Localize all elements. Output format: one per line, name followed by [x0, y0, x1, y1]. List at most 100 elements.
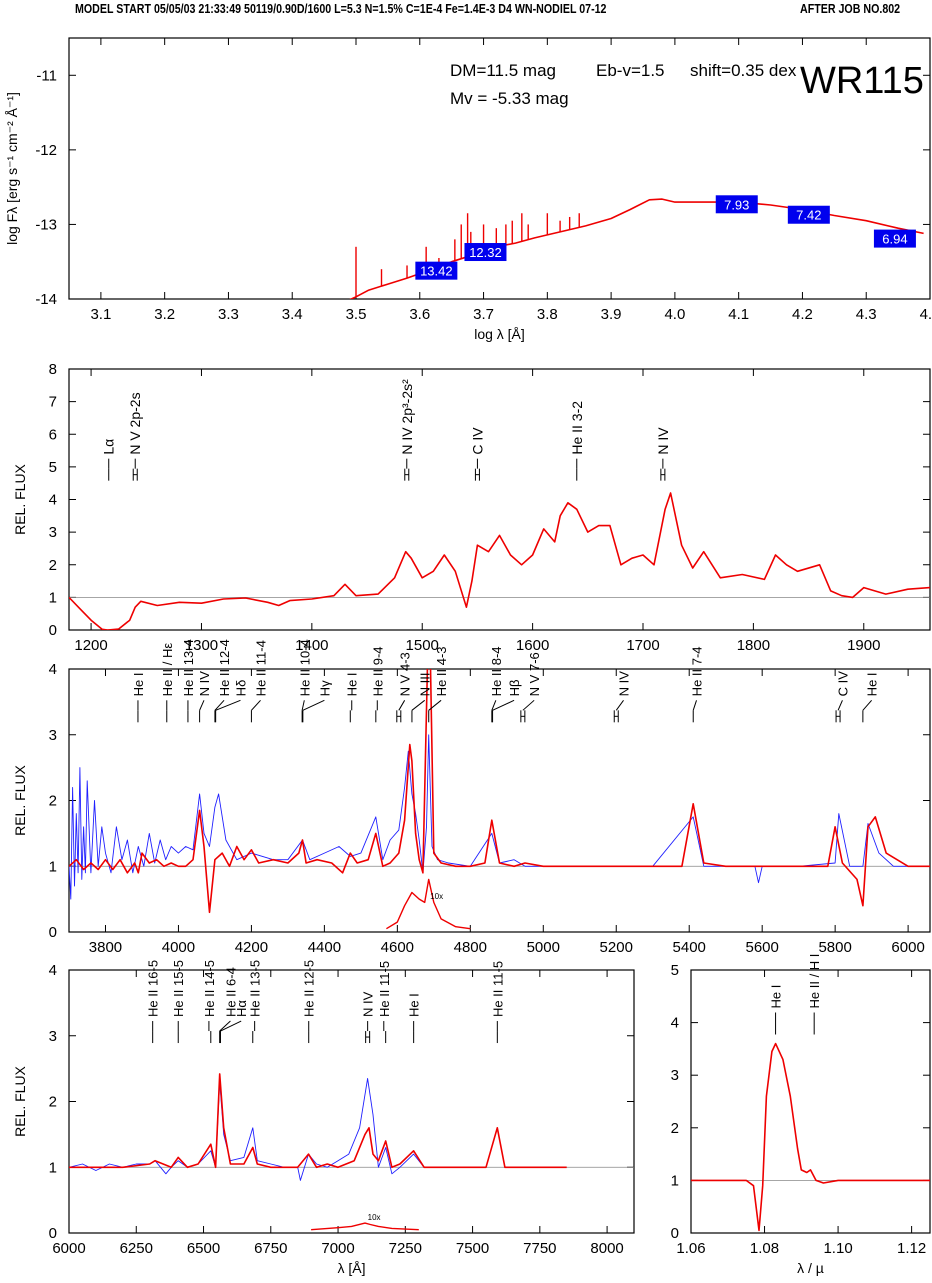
red-xtick-label: 6500 — [187, 1240, 220, 1257]
uv-line-id: N V 2p-2s — [127, 392, 143, 481]
red-line-id: He II 12-5 — [302, 960, 317, 1044]
photometry-box — [715, 195, 758, 214]
optical-line-label: He II / Hε — [160, 643, 175, 697]
optical-line-id: He II / Hε — [160, 643, 175, 723]
ir-line-label: He I — [769, 985, 784, 1009]
optical-line-id: He II 11-4 — [250, 640, 269, 723]
uv-ytick-label: 6 — [49, 426, 57, 443]
line-leader — [522, 699, 535, 711]
optical-xtick-label: 5200 — [600, 939, 633, 956]
sed-xtick-label: 3.7 — [473, 306, 494, 323]
ir-line-id: He I — [769, 985, 784, 1035]
optical-line-label: N IV — [197, 671, 212, 697]
optical-line-label: Hβ — [507, 679, 522, 696]
optical-line-id: Hβ — [492, 679, 522, 723]
star-name: WR115 — [800, 60, 924, 102]
sed-xtick-label: 4.3 — [856, 306, 877, 323]
sed-ylabel: log Fλ [erg s⁻¹ cm⁻² Å⁻¹] — [4, 92, 20, 245]
red-line-label: He II 6-4 — [223, 967, 238, 1017]
red-line-label: He II 11-5 — [377, 961, 392, 1017]
uv-line-label: N IV 2p³-2s² — [399, 379, 415, 455]
line-leader — [615, 700, 624, 711]
ir-xtick-label: 1.10 — [823, 1240, 852, 1257]
sed-xtick-label: 3.3 — [218, 306, 239, 323]
red-xtick-label: 6750 — [254, 1240, 287, 1257]
sed-frame — [68, 37, 931, 300]
optical-line-label: N V 7-6 — [527, 652, 542, 696]
red-line-id: He II 11-5 — [377, 961, 392, 1044]
red-xtick-label: 6250 — [120, 1240, 153, 1257]
optical-ytick-label: 0 — [49, 924, 57, 941]
optical-line-id: He I — [345, 672, 360, 723]
optical-xtick-label: 4400 — [308, 939, 341, 956]
optical-line-label: He II 10-4 — [297, 639, 312, 696]
optical-ylabel: REL. FLUX — [12, 764, 28, 835]
sed-xtick-label: 4.2 — [792, 306, 813, 323]
uv-line-label: Lα — [101, 439, 117, 455]
red-line-id: He II 11-5 — [490, 961, 505, 1044]
red-inset-line — [311, 1222, 419, 1231]
line-leader — [411, 699, 426, 711]
optical-inset-line — [386, 878, 471, 930]
sed-xtick-label: 4.4 — [920, 306, 932, 323]
red-line-id: He I — [407, 993, 422, 1044]
red-line-label: He II 14-5 — [202, 960, 217, 1017]
optical-line-label: He II 13-4 — [181, 639, 196, 696]
uv-line-id: He II 3-2 — [569, 401, 585, 481]
sed-xtick-label: 4.0 — [664, 306, 685, 323]
optical-line-id: N III — [411, 672, 433, 723]
photometry-mag: 7.93 — [724, 197, 749, 212]
absolute-magnitude: Mv = -5.33 mag — [450, 89, 569, 108]
optical-line-id: N IV — [613, 671, 632, 723]
optical-line-id: He II 9-4 — [370, 646, 385, 723]
sed-xtick-label: 3.6 — [409, 306, 430, 323]
optical-line-label: N III — [418, 672, 433, 696]
red-ytick-label: 0 — [49, 1225, 57, 1242]
optical-line-id: He I — [862, 672, 880, 723]
sed-panel: 3.1 3.2 3.3 3.4 3.5 3.6 3.7 3.8 3.9 4.0 4.1 4.2 4.3 4… — [4, 37, 932, 342]
optical-line-label: C IV — [835, 671, 850, 697]
red-line-id: He II 6-4 — [219, 967, 238, 1044]
uv-line-label: He II 3-2 — [569, 401, 585, 455]
uv-line-label: N V 2p-2s — [127, 392, 143, 454]
optical-ytick-label: 1 — [49, 858, 57, 875]
red-line-id: He II 15-5 — [171, 960, 186, 1044]
ir-ytick-label: 4 — [671, 1015, 679, 1032]
optical-line-label: He II 7-4 — [690, 646, 705, 696]
ir-xtick-label: 1.06 — [676, 1240, 705, 1257]
line-leader — [491, 700, 497, 711]
uv-line-label: C IV — [469, 427, 485, 455]
sed-model-line — [349, 198, 924, 299]
uv-ytick-label: 7 — [49, 394, 57, 411]
red-line-label: He II 15-5 — [171, 960, 186, 1017]
uv-ytick-label: 4 — [49, 492, 57, 509]
optical-line-id: He I — [131, 672, 146, 723]
ir-line-label: He II / H I — [807, 954, 822, 1009]
red-line-label: He I — [407, 993, 422, 1017]
red-model-line — [69, 1073, 567, 1169]
optical-line-label: He II 9-4 — [370, 646, 385, 696]
optical-xtick-label: 4800 — [454, 939, 487, 956]
header-job-info: AFTER JOB NO.802 — [800, 1, 901, 16]
red-panel: 6000 6250 6500 6750 7000 7250 7500 7750 8000 0 1 2 3… — [12, 960, 635, 1276]
red-observed-line — [69, 1078, 425, 1181]
optical-xtick-label: 5800 — [818, 939, 851, 956]
optical-xtick-label: 5600 — [745, 939, 778, 956]
optical-line-id: He II 4-3 — [428, 646, 449, 723]
optical-line-id: He II 7-4 — [690, 646, 705, 723]
optical-line-label: He II 12-4 — [217, 639, 232, 696]
optical-inset-label: 10x — [430, 892, 443, 901]
optical-line-id: N V 7-6 — [520, 652, 542, 723]
sed-ytick-label: -13 — [35, 216, 57, 233]
optical-panel: 3800 4000 4200 4400 4600 4800 5000 5200 5400 5600… — [12, 639, 931, 956]
line-leader — [398, 700, 406, 711]
ir-model-line — [691, 1042, 930, 1232]
uv-line-id: N IV — [655, 427, 671, 481]
optical-line-id: He II 10-4 — [297, 639, 312, 723]
line-leader — [492, 699, 515, 711]
ir-panel: 1.06 1.08 1.10 1.12 0 1 2 3 4 5 λ / µ He I He II / H… — [671, 954, 931, 1276]
sed-xtick-label: 3.2 — [154, 306, 175, 323]
optical-xtick-label: 4600 — [381, 939, 414, 956]
sed-xtick-label: 3.8 — [537, 306, 558, 323]
ir-xlabel: λ / µ — [797, 1260, 824, 1276]
